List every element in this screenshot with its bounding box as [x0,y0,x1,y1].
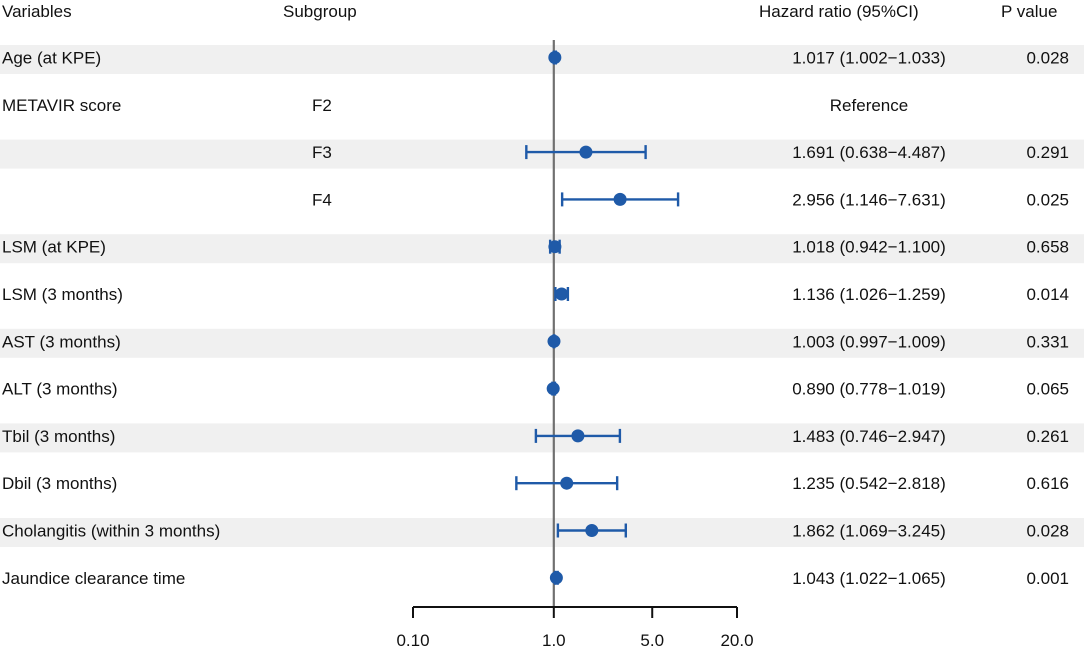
variable-label: ALT (3 months) [2,380,118,399]
hazard-ratio-label: 0.890 (0.778−1.019) [792,380,946,399]
variable-label: METAVIR score [2,96,121,115]
row-shade [0,423,1084,453]
hazard-ratio-point [548,51,562,64]
hazard-ratio-label: 1.043 (1.022−1.065) [792,569,946,588]
row-shade [0,328,1084,358]
p-value-label: 0.261 [1026,427,1069,446]
row-labels-layer: Age (at KPE) 1.017 (1.002−1.033) 0.028 META… [2,49,1069,588]
subgroup-label: F3 [312,143,332,162]
variable-label: AST (3 months) [2,332,121,351]
header-hazard-ratio: Hazard ratio (95%CI) [759,2,919,21]
hazard-ratio-label: 1.017 (1.002−1.033) [792,49,946,68]
hazard-ratio-label: 1.691 (0.638−4.487) [792,143,946,162]
x-axis: 0.10 1.0 5.0 20.0 [396,606,754,650]
p-value-label: 0.025 [1026,190,1069,209]
row-shade [0,518,1084,547]
hazard-ratio-label: 1.483 (0.746−2.947) [792,427,946,446]
variable-label: Age (at KPE) [2,49,101,68]
hazard-ratio-label: 1.018 (0.942−1.100) [792,238,946,257]
hazard-ratio-label: 1.136 (1.026−1.259) [792,285,946,304]
variable-label: LSM (3 months) [2,285,123,304]
variable-label: LSM (at KPE) [2,238,106,257]
hazard-ratio-point [560,476,574,490]
variable-label: Dbil (3 months) [2,474,117,493]
subgroup-label: F2 [312,96,332,115]
hazard-ratio-point [555,287,569,301]
p-value-label: 0.331 [1026,332,1069,351]
hazard-ratio-point [546,382,560,396]
hazard-ratio-label: 1.235 (0.542−2.818) [792,474,946,493]
hazard-ratio-label: 1.003 (0.997−1.009) [792,332,946,351]
variable-label: Cholangitis (within 3 months) [2,522,220,541]
x-axis-tick-label: 20.0 [720,631,753,650]
row-shade [0,139,1084,169]
p-value-label: 0.658 [1026,238,1069,257]
x-axis-tick-label: 5.0 [640,631,664,650]
p-value-label: 0.065 [1026,380,1069,399]
hazard-ratio-point [549,571,563,585]
p-value-label: 0.028 [1026,49,1069,68]
row-shading-layer [0,45,1084,547]
p-value-label: 0.028 [1026,522,1069,541]
header-variables: Variables [2,2,72,21]
row-shade [0,234,1084,264]
hazard-ratio-label: 1.862 (1.069−3.245) [792,522,946,541]
hazard-ratio-point [571,429,585,443]
hazard-ratio-point [585,524,599,537]
hazard-ratio-label: 2.956 (1.146−7.631) [792,190,946,209]
p-value-label: 0.001 [1026,569,1069,588]
confidence-intervals-layer [515,50,680,585]
hazard-ratio-point [579,145,593,159]
p-value-label: 0.014 [1026,285,1069,304]
row-shade [0,45,1084,74]
p-value-label: 0.616 [1026,474,1069,493]
hazard-ratio-label: Reference [830,96,908,115]
variable-label: Jaundice clearance time [2,569,185,588]
header-p-value: P value [1001,2,1057,21]
variable-label: Tbil (3 months) [2,427,115,446]
p-value-label: 0.291 [1026,143,1069,162]
x-axis-tick-label: 0.10 [396,631,429,650]
x-axis-tick-label: 1.0 [542,631,566,650]
header-subgroup: Subgroup [283,2,357,21]
hazard-ratio-point [613,192,627,206]
subgroup-label: F4 [312,190,332,209]
hazard-ratio-point [547,334,561,348]
hazard-ratio-point [548,240,562,254]
